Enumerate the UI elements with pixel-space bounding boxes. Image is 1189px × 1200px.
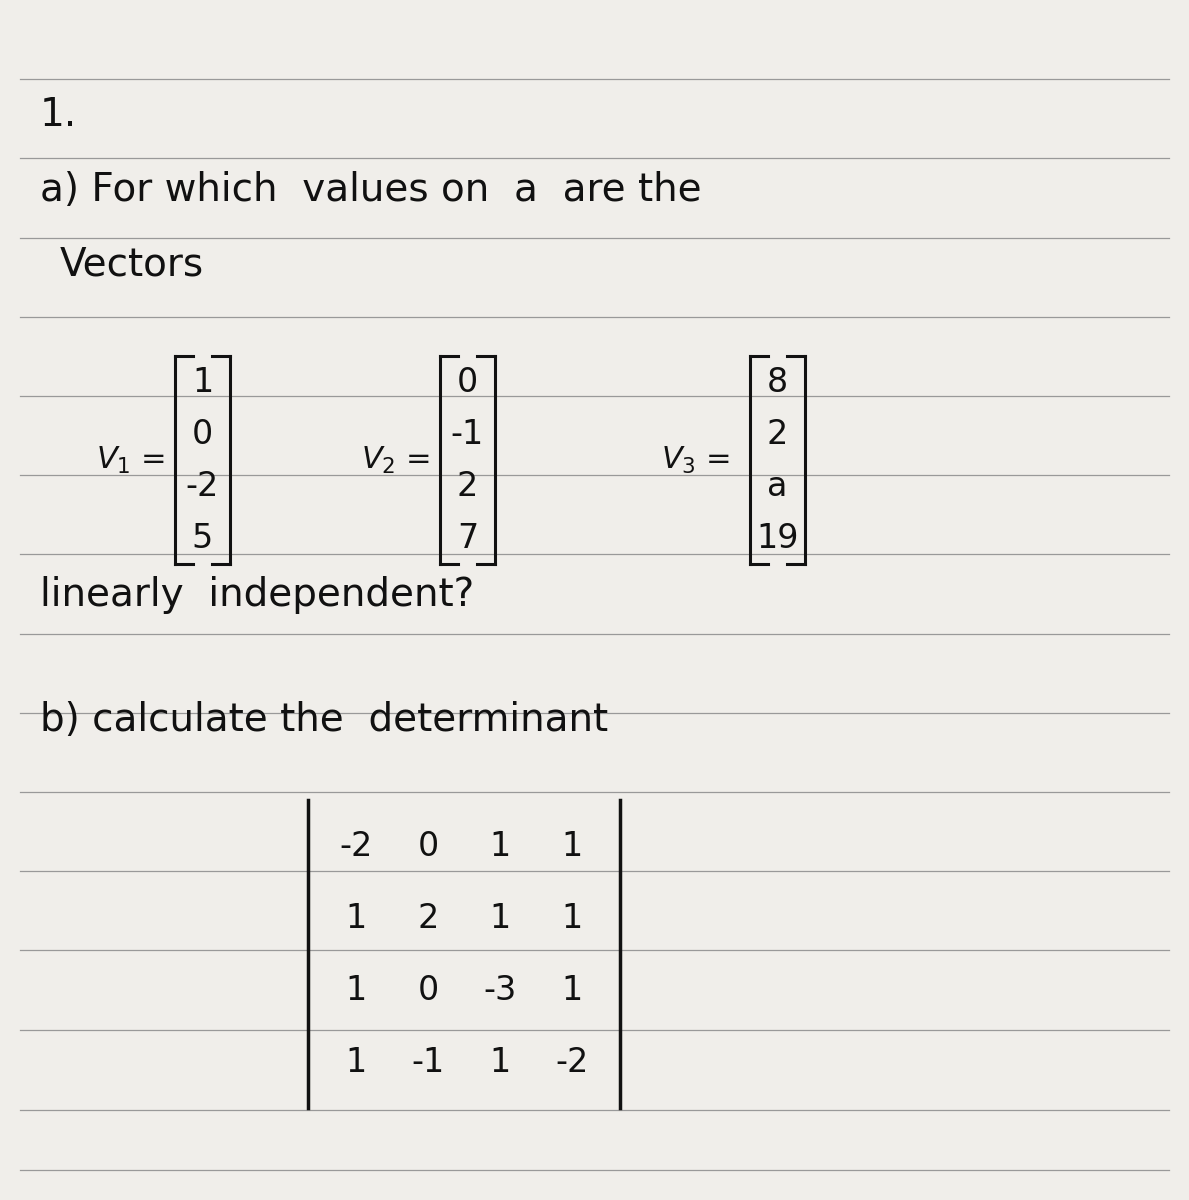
- Text: 1: 1: [561, 973, 583, 1007]
- Text: a) For which  values on  a  are the: a) For which values on a are the: [40, 170, 702, 209]
- Text: 2: 2: [417, 901, 439, 935]
- Text: 1: 1: [561, 901, 583, 935]
- Text: 1: 1: [490, 901, 510, 935]
- Text: 1: 1: [490, 829, 510, 863]
- Text: -3: -3: [484, 973, 517, 1007]
- Text: 7: 7: [457, 522, 478, 554]
- Text: 1: 1: [345, 901, 366, 935]
- Text: 2: 2: [767, 418, 788, 450]
- Text: -2: -2: [185, 469, 219, 503]
- Text: 1: 1: [561, 829, 583, 863]
- Text: 0: 0: [417, 973, 439, 1007]
- Text: -2: -2: [339, 829, 372, 863]
- Text: 1: 1: [490, 1045, 510, 1079]
- Text: 1: 1: [345, 973, 366, 1007]
- Text: b) calculate the  determinant: b) calculate the determinant: [40, 701, 608, 739]
- Text: 0: 0: [457, 366, 478, 398]
- Text: -1: -1: [411, 1045, 445, 1079]
- Text: 0: 0: [417, 829, 439, 863]
- Text: 2: 2: [457, 469, 478, 503]
- Text: 1: 1: [191, 366, 213, 398]
- Text: -1: -1: [451, 418, 484, 450]
- Text: linearly  independent?: linearly independent?: [40, 576, 474, 614]
- Text: 1.: 1.: [40, 96, 77, 134]
- Text: 0: 0: [191, 418, 213, 450]
- Text: 19: 19: [756, 522, 799, 554]
- Text: 8: 8: [767, 366, 788, 398]
- Text: a: a: [767, 469, 787, 503]
- Text: 5: 5: [191, 522, 213, 554]
- Text: Vectors: Vectors: [59, 246, 205, 284]
- Text: $V_1$ =: $V_1$ =: [95, 444, 165, 475]
- Text: $V_2$ =: $V_2$ =: [360, 444, 430, 475]
- Text: -2: -2: [555, 1045, 589, 1079]
- Text: $V_3$ =: $V_3$ =: [661, 444, 730, 475]
- Text: 1: 1: [345, 1045, 366, 1079]
